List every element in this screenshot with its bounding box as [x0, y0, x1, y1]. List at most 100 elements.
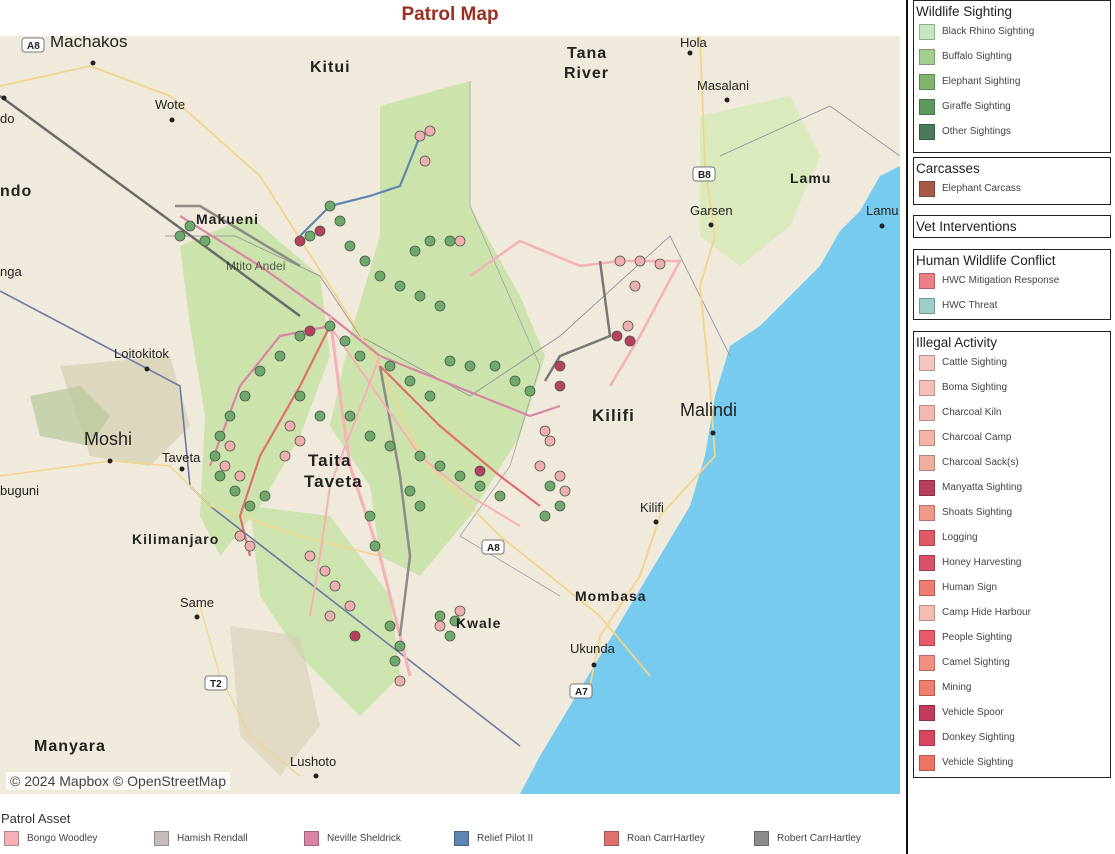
wildlife-cluster: [174, 200, 566, 667]
legend-label: Camp Hide Harbour: [942, 607, 1031, 618]
legend-label: HWC Mitigation Response: [942, 275, 1060, 286]
legend-item-illegal[interactable]: Charcoal Sack(s): [914, 450, 1110, 475]
legend-item-illegal[interactable]: Charcoal Kiln: [914, 400, 1110, 425]
swatch: [919, 654, 935, 671]
legend-wildlife-title: Wildlife Sighting: [916, 4, 1013, 19]
legend-item-giraffe[interactable]: Giraffe Sighting: [914, 94, 1110, 119]
legend-item-hwc-mitigation[interactable]: HWC Mitigation Response: [914, 268, 1110, 293]
legend-item-elephant[interactable]: Elephant Sighting: [914, 69, 1110, 94]
swatch: [919, 704, 935, 721]
legend-illegal-title: Illegal Activity: [916, 335, 998, 350]
swatch: [919, 679, 935, 696]
legend-item-illegal[interactable]: Cattle Sighting: [914, 350, 1110, 375]
legend-item-elephant-carcass[interactable]: Elephant Carcass: [914, 176, 1110, 201]
tsavo-west-park: [180, 216, 330, 556]
legend-label: Black Rhino Sighting: [942, 26, 1035, 37]
swatch: [919, 604, 935, 621]
legend-carcasses-title: Carcasses: [916, 161, 980, 176]
legend-item-illegal[interactable]: Mining: [914, 675, 1110, 700]
legend-label: Elephant Sighting: [942, 76, 1021, 87]
track-roan-carrhartley: [238, 325, 331, 557]
swatch: [919, 754, 935, 771]
legend-item-illegal[interactable]: Camel Sighting: [914, 650, 1110, 675]
legend-label: Charcoal Camp: [942, 432, 1012, 443]
swatch: [919, 529, 935, 546]
road-t2: [199, 605, 301, 777]
alert-cluster: [294, 225, 636, 642]
asset-robert-carrhartley[interactable]: Robert CarrHartley: [754, 831, 861, 846]
map-label-masalani: Masalani: [697, 78, 749, 93]
legend-hwc: Human Wildlife Conflict HWC Mitigation R…: [913, 249, 1111, 320]
map-label-kilifi-region: Kilifi: [592, 406, 635, 425]
legend-item-illegal[interactable]: Vehicle Sighting: [914, 750, 1110, 775]
legend-label: Vehicle Spoor: [942, 707, 1004, 718]
legend-item-illegal[interactable]: Boma Sighting: [914, 375, 1110, 400]
track-robert-east: [543, 260, 612, 382]
legend-label: People Sighting: [942, 632, 1013, 643]
asset-neville-sheldrick[interactable]: Neville Sheldrick: [304, 831, 401, 846]
swatch: [4, 831, 19, 846]
tsavo-east-park: [330, 81, 545, 576]
legend-wildlife: Wildlife Sighting Black Rhino Sighting B…: [913, 0, 1111, 153]
swatch: [919, 23, 935, 40]
swatch: [919, 729, 935, 746]
legend-vet: Vet Interventions: [913, 215, 1111, 238]
legend-item-black-rhino[interactable]: Black Rhino Sighting: [914, 19, 1110, 44]
legend-item-hwc-threat[interactable]: HWC Threat: [914, 293, 1110, 318]
legend-item-illegal[interactable]: Logging: [914, 525, 1110, 550]
legend-label: Honey Harvesting: [942, 557, 1022, 568]
swatch: [754, 831, 769, 846]
map-label-kitui: Kitui: [310, 59, 351, 76]
mkomazi-park: [250, 506, 400, 716]
swatch: [919, 98, 935, 115]
legend-label: Other Sightings: [942, 126, 1011, 137]
swatch: [919, 404, 935, 421]
legend-item-illegal[interactable]: Charcoal Camp: [914, 425, 1110, 450]
swatch: [919, 123, 935, 140]
map-canvas[interactable]: Machakos Kitui Tana River Hola Masalani …: [0, 36, 900, 794]
road-shields: A8 B8 A8 T2 A7: [21, 37, 716, 699]
swatch: [919, 629, 935, 646]
shield-t2: T2: [210, 679, 222, 690]
swatch: [919, 554, 935, 571]
legend-label: Human Sign: [942, 582, 998, 593]
legend-item-illegal[interactable]: Shoats Sighting: [914, 500, 1110, 525]
legend-item-illegal[interactable]: Manyatta Sighting: [914, 475, 1110, 500]
map-label-lamu-region: Lamu: [790, 170, 831, 186]
map-label-lamu-town: Lamu: [866, 203, 899, 218]
legend-vet-title: Vet Interventions: [916, 219, 1017, 234]
legend-item-buffalo[interactable]: Buffalo Sighting: [914, 44, 1110, 69]
legend-item-illegal[interactable]: Camp Hide Harbour: [914, 600, 1110, 625]
legend-label: Charcoal Kiln: [942, 407, 1002, 418]
legend-item-illegal[interactable]: Donkey Sighting: [914, 725, 1110, 750]
map-label-taveta-region: Taveta: [304, 472, 363, 491]
asset-bongo-woodley[interactable]: Bongo Woodley: [4, 831, 97, 846]
legend-label: Vehicle Sighting: [942, 757, 1014, 768]
legend-item-illegal[interactable]: Vehicle Spoor: [914, 700, 1110, 725]
map-label-kilimanjaro: Kilimanjaro: [132, 531, 219, 547]
asset-roan-carrhartley[interactable]: Roan CarrHartley: [604, 831, 705, 846]
sighting-points: [174, 125, 666, 687]
patrol-map[interactable]: Machakos Kitui Tana River Hola Masalani …: [0, 36, 900, 794]
indian-ocean: [520, 166, 900, 794]
legend-item-illegal[interactable]: Human Sign: [914, 575, 1110, 600]
legend-label: Bongo Woodley: [27, 833, 98, 844]
legend-label: Camel Sighting: [942, 657, 1010, 668]
legend-label: Donkey Sighting: [942, 732, 1015, 743]
map-label-machakos: Machakos: [50, 36, 127, 51]
map-label-taveta-town: Taveta: [162, 450, 201, 465]
legend-item-illegal[interactable]: Honey Harvesting: [914, 550, 1110, 575]
map-labels: Machakos Kitui Tana River Hola Masalani …: [0, 36, 899, 779]
coastal-reserve: [700, 96, 820, 266]
map-label-hola: Hola: [680, 36, 708, 50]
legend-label: Shoats Sighting: [942, 507, 1013, 518]
legend-item-other[interactable]: Other Sightings: [914, 119, 1110, 144]
map-attribution[interactable]: © 2024 Mapbox © OpenStreetMap: [6, 772, 230, 790]
map-label-malindi: Malindi: [680, 400, 737, 420]
swatch: [304, 831, 319, 846]
swatch: [919, 180, 935, 197]
legend-item-illegal[interactable]: People Sighting: [914, 625, 1110, 650]
asset-hamish-rendall[interactable]: Hamish Rendall: [154, 831, 248, 846]
asset-relief-pilot-ii[interactable]: Relief Pilot II: [454, 831, 533, 846]
map-label-taita: Taita: [308, 451, 351, 470]
